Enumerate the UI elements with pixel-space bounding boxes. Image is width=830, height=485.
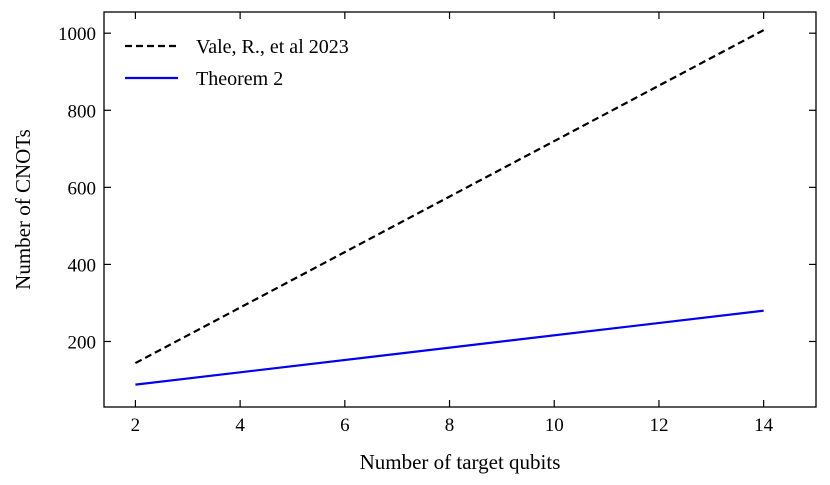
x-tick-label: 6 <box>340 415 350 436</box>
y-tick-label: 1000 <box>58 24 96 45</box>
series-line-0 <box>134 29 765 365</box>
x-tick-label: 8 <box>445 415 455 436</box>
legend-label-1: Theorem 2 <box>196 68 283 90</box>
x-tick-label: 10 <box>545 415 564 436</box>
x-tick-label: 2 <box>131 415 141 436</box>
y-tick-label: 200 <box>68 332 97 353</box>
x-axis-label: Number of target qubits <box>360 450 561 474</box>
plot-frame-group <box>103 11 817 408</box>
series-line-1 <box>135 309 764 386</box>
x-tick-label: 12 <box>649 415 668 436</box>
x-tick-label: 14 <box>754 415 774 436</box>
x-tick-label: 4 <box>235 415 245 436</box>
legend: Vale, R., et al 2023 Theorem 2 <box>125 36 349 90</box>
legend-label-0: Vale, R., et al 2023 <box>196 36 349 58</box>
plot-frame <box>103 11 817 408</box>
ticks-group: 2 4 6 8 10 12 14 200 400 600 800 1000 <box>58 12 816 436</box>
y-tick-label: 600 <box>68 178 97 199</box>
y-axis-label: Number of CNOTs <box>11 129 35 290</box>
series-group <box>134 29 765 386</box>
y-tick-label: 400 <box>68 255 97 276</box>
y-tick-label: 800 <box>68 101 97 122</box>
